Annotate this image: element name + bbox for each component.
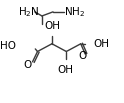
Text: NH$_2$: NH$_2$	[64, 5, 85, 19]
Text: OH: OH	[93, 39, 109, 49]
Text: O: O	[23, 60, 32, 70]
Text: OH: OH	[58, 65, 74, 75]
Text: OH: OH	[45, 21, 61, 31]
Text: H$_2$N: H$_2$N	[18, 5, 39, 19]
Text: O: O	[79, 51, 87, 61]
Text: HO: HO	[0, 41, 16, 51]
